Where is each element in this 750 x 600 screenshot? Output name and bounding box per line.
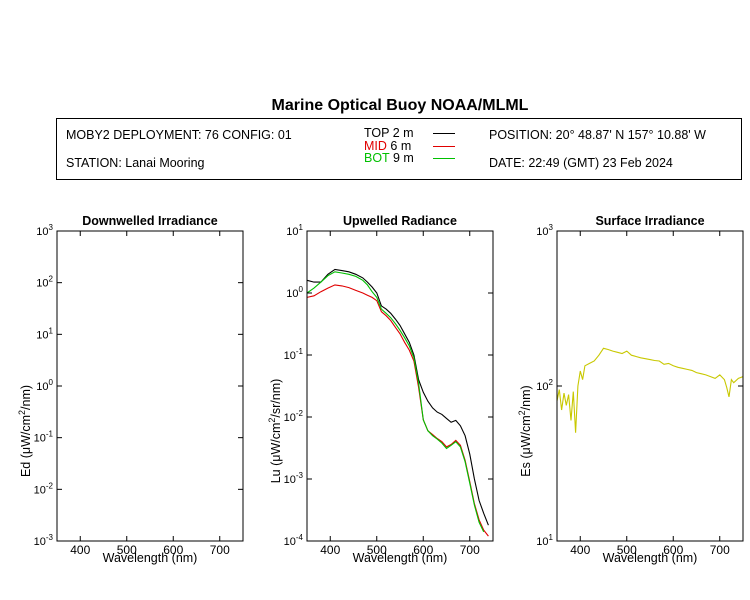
x-tick-label: 700 xyxy=(460,543,480,557)
x-axis-label: Wavelength (nm) xyxy=(103,551,198,565)
chart-panel-2: 400 500 600 700 101 100 10-1 10-2 10-3 10-4 Upwell… xyxy=(267,214,494,565)
chart-panel-1: 400 500 600 700 103 102 101 100 10-1 10-2 10-3 Down… xyxy=(17,214,244,565)
y-tick-label: 10-1 xyxy=(284,347,304,362)
x-tick-label: 600 xyxy=(413,543,433,557)
station-text: STATION: Lanai Mooring xyxy=(66,156,205,170)
y-tick-label: 10-2 xyxy=(284,409,304,424)
series-line-top xyxy=(306,268,489,526)
y-axis-label: Es (μW/cm2/nm) xyxy=(517,385,533,476)
y-tick-label: 102 xyxy=(36,275,53,290)
y-axis-label: Lu (μW/cm2/sr/nm) xyxy=(267,379,283,484)
x-tick-label: 400 xyxy=(70,543,90,557)
x-tick-label: 700 xyxy=(210,543,230,557)
legend-top-depth: 2 xyxy=(392,126,400,140)
chart-title: Surface Irradiance xyxy=(595,214,704,228)
x-tick-label: 400 xyxy=(570,543,590,557)
x-tick-label: 600 xyxy=(663,543,683,557)
series-line-bot xyxy=(306,271,485,533)
y-tick-label: 101 xyxy=(286,223,303,238)
x-tick-label: 500 xyxy=(367,543,387,557)
y-tick-label: 101 xyxy=(36,326,53,341)
x-tick-label: 700 xyxy=(710,543,730,557)
chart-title: Upwelled Radiance xyxy=(343,214,457,228)
x-tick-label: 500 xyxy=(117,543,137,557)
legend-mid-unit: m xyxy=(400,139,412,153)
y-tick-label: 10-4 xyxy=(284,533,304,548)
legend-top-line xyxy=(433,133,455,134)
y-tick-label: 10-3 xyxy=(34,533,54,548)
chart-title: Downwelled Irradiance xyxy=(82,214,218,228)
y-axis-label: Ed (μW/cm2/nm) xyxy=(17,385,33,477)
legend-mid-label: MID xyxy=(364,139,387,153)
info-box xyxy=(56,118,742,180)
page-title: Marine Optical Buoy NOAA/MLML xyxy=(271,97,529,114)
y-tick-label: 101 xyxy=(536,533,553,548)
y-tick-label: 103 xyxy=(36,223,53,238)
x-tick-label: 400 xyxy=(320,543,340,557)
legend-bot: BOT 9 m xyxy=(364,151,414,165)
x-axis-label: Wavelength (nm) xyxy=(353,551,448,565)
legend-mid: MID 6 m xyxy=(364,139,411,153)
y-tick-label: 10-3 xyxy=(284,471,304,486)
legend-top-unit: m xyxy=(403,126,414,140)
legend-top-label: TOP xyxy=(364,126,390,140)
y-tick-label: 103 xyxy=(536,223,553,238)
plot-frame xyxy=(56,230,244,542)
y-tick-label: 100 xyxy=(286,285,303,300)
legend-bot-line xyxy=(433,158,455,159)
legend-top: TOP 2 m xyxy=(364,126,414,140)
x-axis-label: Wavelength (nm) xyxy=(603,551,698,565)
y-tick-label: 100 xyxy=(36,378,53,393)
legend-mid-line xyxy=(433,146,455,147)
y-tick-label: 10-2 xyxy=(34,481,54,496)
legend-bot-unit: m xyxy=(403,151,414,165)
series-line-es xyxy=(556,347,744,433)
legend-bot-label: BOT xyxy=(364,151,390,165)
legend-mid-depth: 6 xyxy=(390,139,398,153)
date-text: DATE: 22:49 (GMT) 23 Feb 2024 xyxy=(489,156,673,170)
y-tick-label: 102 xyxy=(536,378,553,393)
plot-frame xyxy=(306,230,494,542)
position-text: POSITION: 20° 48.87' N 157° 10.88' W xyxy=(489,128,706,142)
x-tick-label: 500 xyxy=(617,543,637,557)
y-tick-label: 10-1 xyxy=(34,430,54,445)
deployment-text: MOBY2 DEPLOYMENT: 76 CONFIG: 01 xyxy=(66,128,292,142)
plot-frame xyxy=(556,230,744,542)
x-tick-label: 600 xyxy=(163,543,183,557)
legend-bot-depth: 9 xyxy=(392,151,400,165)
chart-panel-3: 400 500 600 700 103 102 101 Surface Irradiance W… xyxy=(517,214,744,565)
